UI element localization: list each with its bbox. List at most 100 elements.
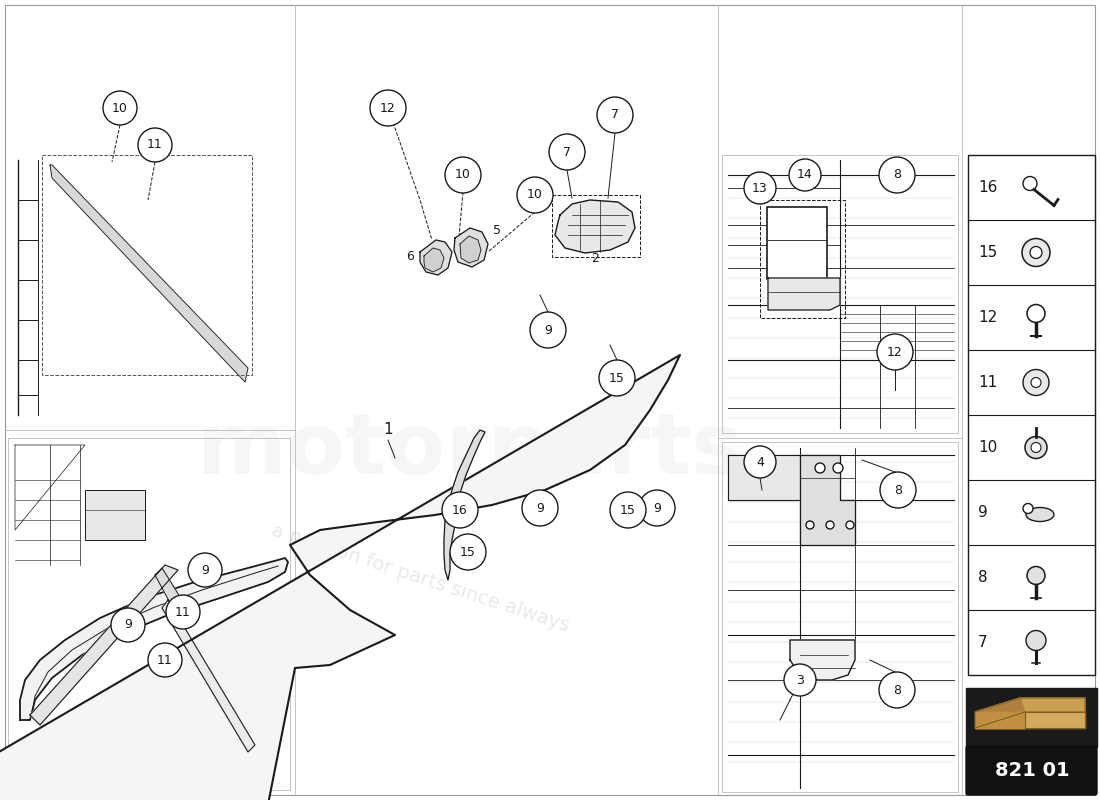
Text: 15: 15 [620,503,636,517]
Circle shape [103,91,138,125]
Circle shape [549,134,585,170]
Polygon shape [728,455,800,500]
Circle shape [1026,630,1046,650]
Polygon shape [768,278,840,310]
Text: 14: 14 [798,169,813,182]
Text: 9: 9 [536,502,543,514]
Circle shape [610,492,646,528]
Polygon shape [790,640,855,680]
Text: 15: 15 [609,371,625,385]
Polygon shape [20,558,288,720]
Text: 9: 9 [653,502,661,514]
Circle shape [815,463,825,473]
Circle shape [166,595,200,629]
Polygon shape [424,248,444,272]
Circle shape [1025,437,1047,458]
Circle shape [1023,370,1049,395]
Polygon shape [444,430,485,580]
Polygon shape [50,165,248,382]
Polygon shape [1025,712,1085,728]
Circle shape [833,463,843,473]
Text: 821 01: 821 01 [994,761,1069,779]
Text: 10: 10 [455,169,471,182]
Text: 1: 1 [383,422,393,438]
Text: 7: 7 [978,635,988,650]
Text: 8: 8 [978,570,988,585]
Text: 16: 16 [452,503,468,517]
Circle shape [188,553,222,587]
FancyBboxPatch shape [968,155,1094,675]
Circle shape [1023,503,1033,514]
Circle shape [784,664,816,696]
Text: 10: 10 [978,440,998,455]
Text: motorparts: motorparts [197,409,744,491]
Circle shape [1027,566,1045,585]
Text: 13: 13 [752,182,768,194]
Circle shape [442,492,478,528]
Bar [85,490,145,540]
Text: 10: 10 [527,189,543,202]
FancyBboxPatch shape [767,207,827,279]
Text: 4: 4 [756,455,763,469]
Text: 8: 8 [894,483,902,497]
Polygon shape [460,236,481,263]
FancyBboxPatch shape [722,155,958,433]
Circle shape [446,157,481,193]
Text: 8: 8 [893,683,901,697]
Polygon shape [30,565,178,725]
Circle shape [450,534,486,570]
Polygon shape [420,240,452,275]
Polygon shape [800,455,855,545]
Circle shape [600,360,635,396]
Circle shape [806,521,814,529]
Text: 10: 10 [112,102,128,114]
FancyBboxPatch shape [966,746,1097,795]
Text: 16: 16 [978,180,998,195]
Text: 12: 12 [381,102,396,114]
Circle shape [744,172,775,204]
Circle shape [597,97,632,133]
Text: 12: 12 [978,310,998,325]
Circle shape [1031,442,1041,453]
Circle shape [1030,246,1042,258]
Ellipse shape [1026,507,1054,522]
Circle shape [530,312,566,348]
FancyBboxPatch shape [966,688,1097,747]
Circle shape [744,446,775,478]
Polygon shape [0,355,680,800]
Text: 7: 7 [610,109,619,122]
Circle shape [639,490,675,526]
Text: 2: 2 [591,251,598,265]
Text: 9: 9 [544,323,552,337]
Circle shape [826,521,834,529]
Circle shape [138,128,172,162]
Polygon shape [162,600,255,752]
Circle shape [148,643,182,677]
Circle shape [111,608,145,642]
Text: 11: 11 [157,654,173,666]
Polygon shape [975,698,1025,712]
Polygon shape [155,568,185,612]
Text: 5: 5 [493,223,500,237]
Circle shape [522,490,558,526]
Polygon shape [556,200,635,253]
Text: 11: 11 [175,606,191,618]
Polygon shape [454,228,488,267]
Text: 12: 12 [887,346,903,358]
Text: 7: 7 [563,146,571,158]
Circle shape [880,472,916,508]
Text: 11: 11 [147,138,163,151]
Text: a passion for parts since always: a passion for parts since always [268,521,571,635]
FancyBboxPatch shape [722,442,958,792]
Circle shape [846,521,854,529]
Circle shape [370,90,406,126]
Text: 9: 9 [124,618,132,631]
Circle shape [1031,378,1041,387]
Circle shape [789,159,821,191]
Text: 3: 3 [796,674,804,686]
Circle shape [517,177,553,213]
Circle shape [1022,238,1050,266]
Text: 15: 15 [460,546,476,558]
Text: 8: 8 [893,169,901,182]
Circle shape [879,672,915,708]
